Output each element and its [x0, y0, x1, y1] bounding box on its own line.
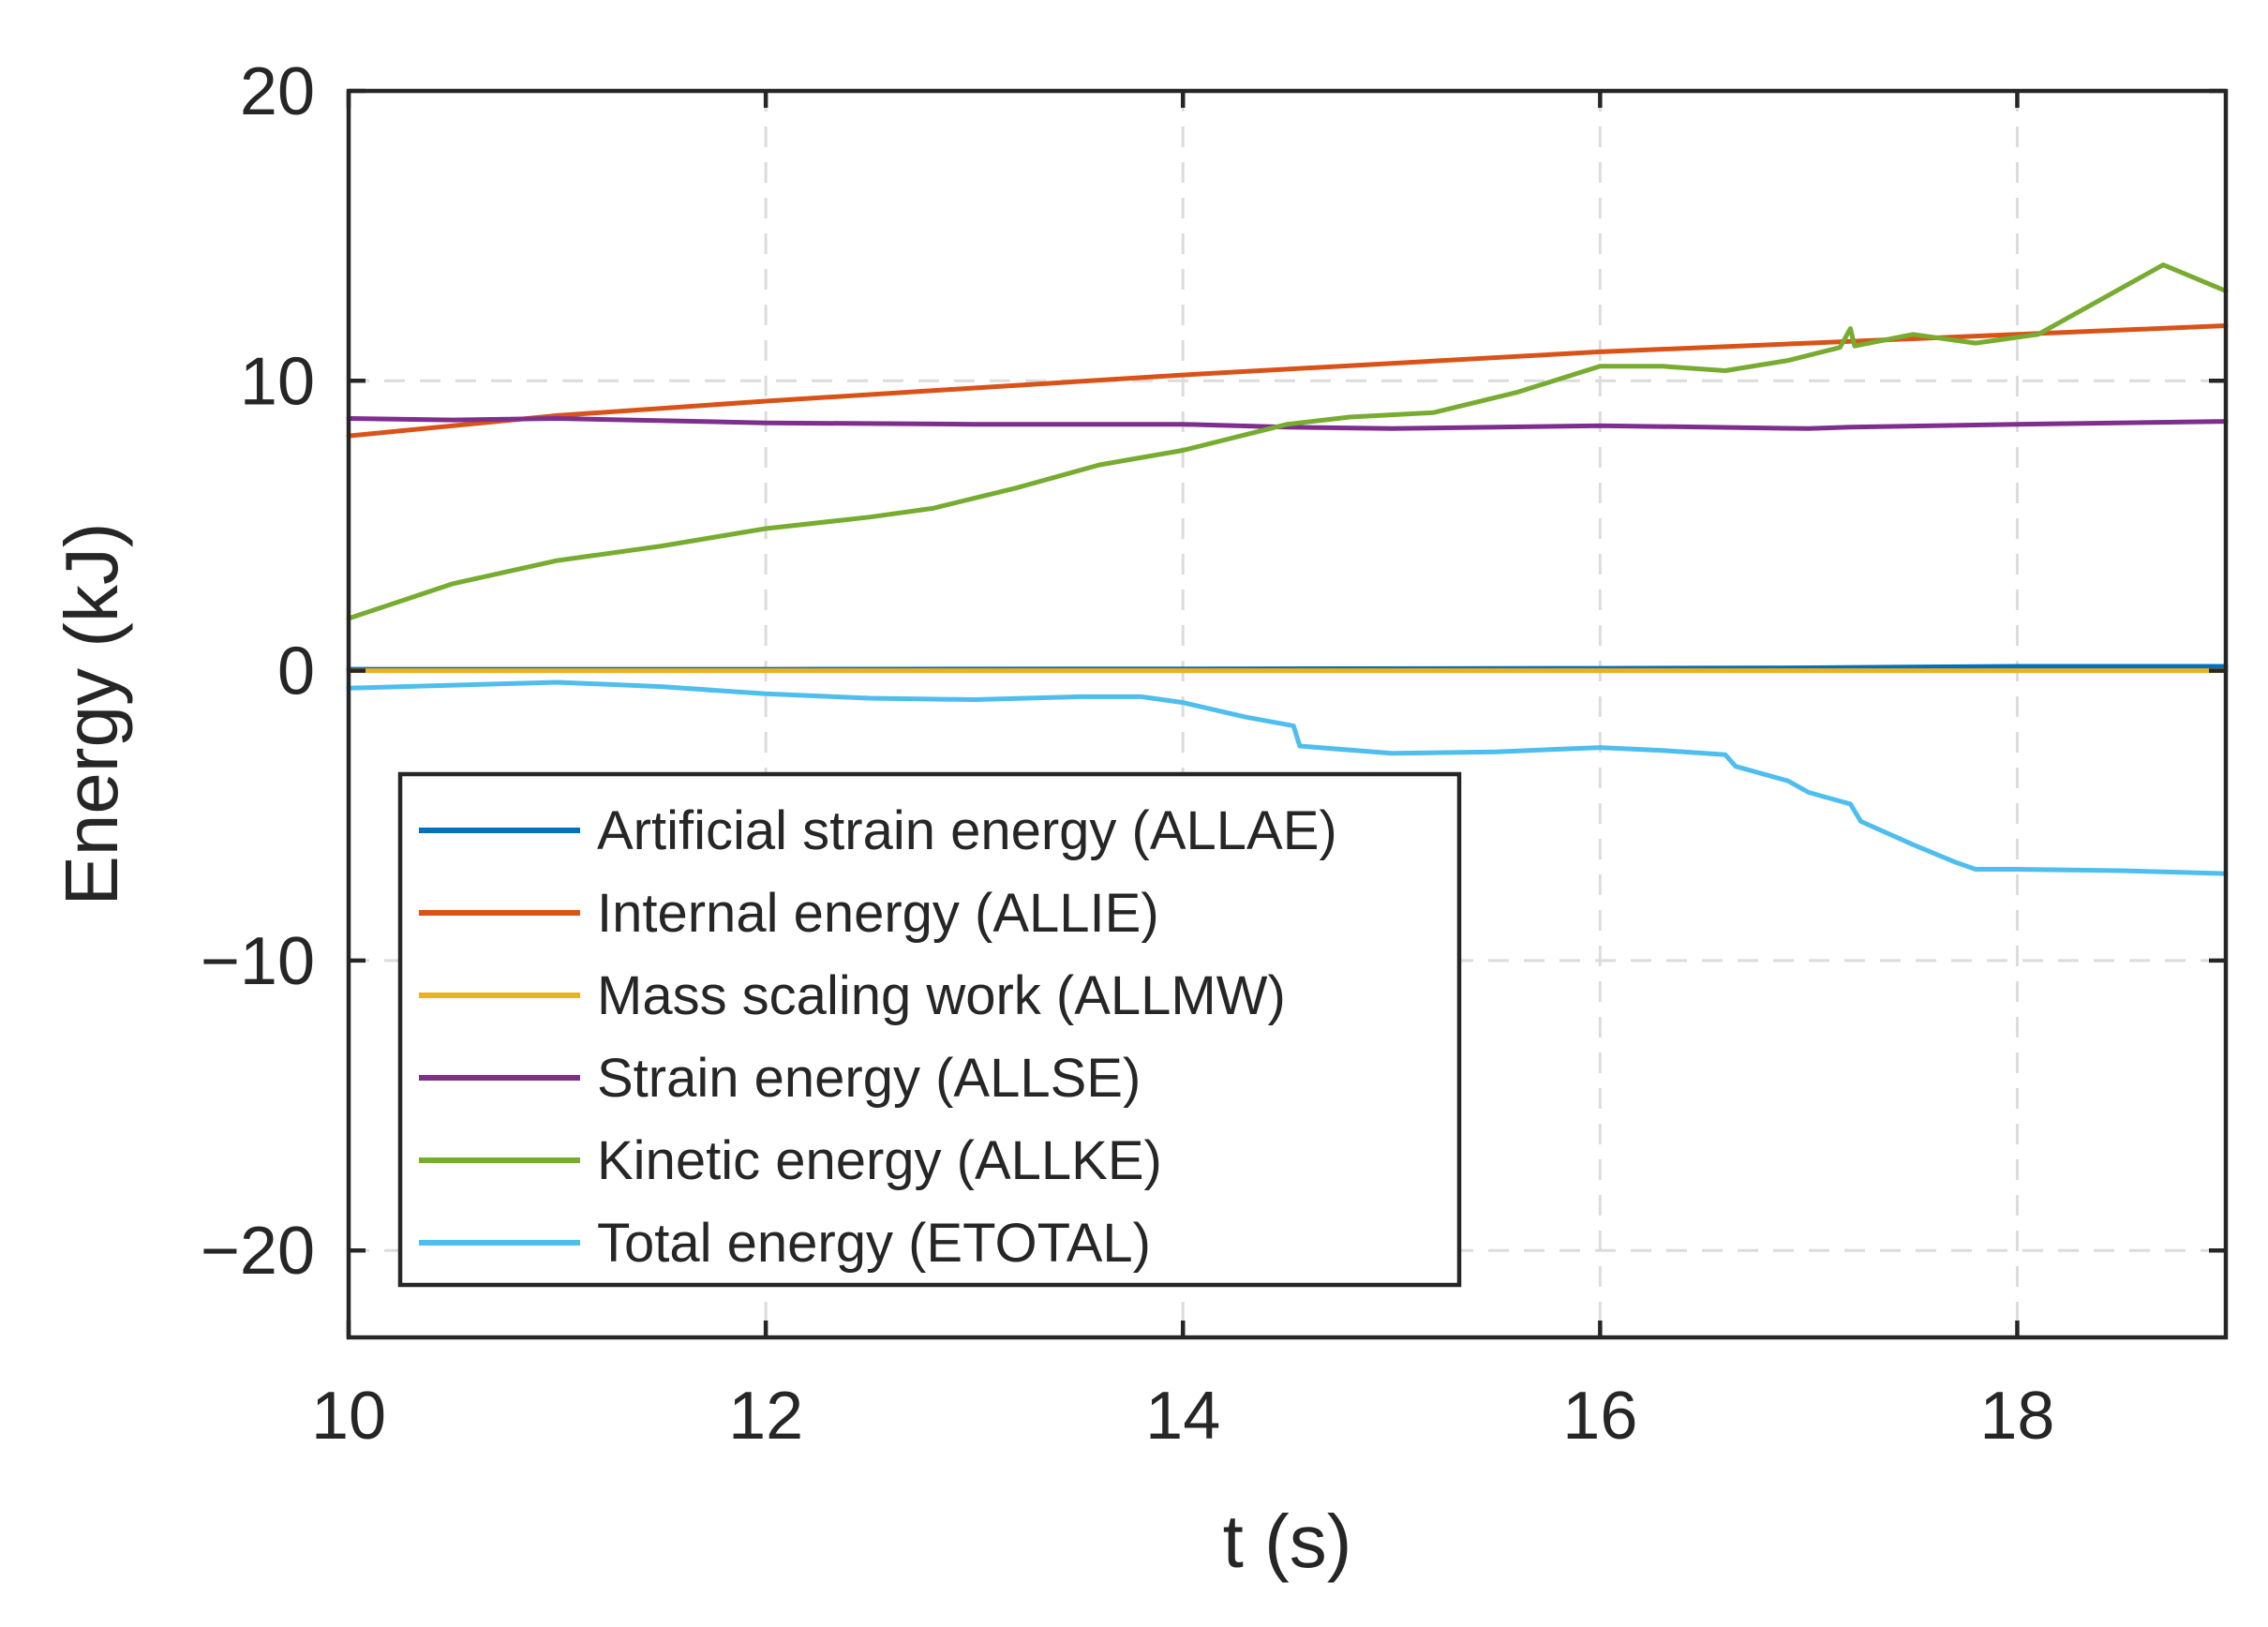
axis-ticks [346, 88, 2226, 1337]
legend-label: Kinetic energy (ALLKE) [597, 1130, 1162, 1191]
x-tick-label: 10 [311, 1379, 386, 1454]
legend: Artificial strain energy (ALLAE) Internal… [397, 771, 1462, 1288]
plot-frame [346, 88, 2229, 1340]
legend-label: Total energy (ETOTAL) [597, 1213, 1151, 1274]
y-tick-label: 0 [277, 634, 315, 709]
series-line-1 [346, 323, 2229, 439]
x-tick-label: 18 [1979, 1379, 2054, 1454]
x-axis-label: t (s) [1223, 1500, 1352, 1583]
series-line-4 [346, 262, 2229, 621]
legend-label: Strain energy (ALLSE) [597, 1048, 1141, 1109]
legend-box [397, 771, 1462, 1288]
y-tick-label: 20 [240, 54, 315, 129]
x-tick-label: 14 [1145, 1379, 1220, 1454]
legend-label: Artificial strain energy (ALLAE) [597, 800, 1337, 861]
series-line-3 [346, 416, 2229, 431]
legend-label: Internal energy (ALLIE) [597, 883, 1159, 944]
tick-labels: 10 12 14 16 18 20 10 0 −10 −20 [201, 54, 2055, 1454]
y-tick-label: −20 [201, 1214, 315, 1289]
y-axis-label: Energy (kJ) [50, 523, 133, 906]
x-tick-label: 12 [728, 1379, 803, 1454]
legend-label: Mass scaling work (ALLMW) [597, 965, 1286, 1026]
x-tick-label: 16 [1562, 1379, 1637, 1454]
series-lines [346, 262, 2229, 876]
y-tick-label: −10 [201, 924, 315, 999]
y-tick-label: 10 [240, 344, 315, 419]
series-line-5 [346, 679, 2229, 876]
